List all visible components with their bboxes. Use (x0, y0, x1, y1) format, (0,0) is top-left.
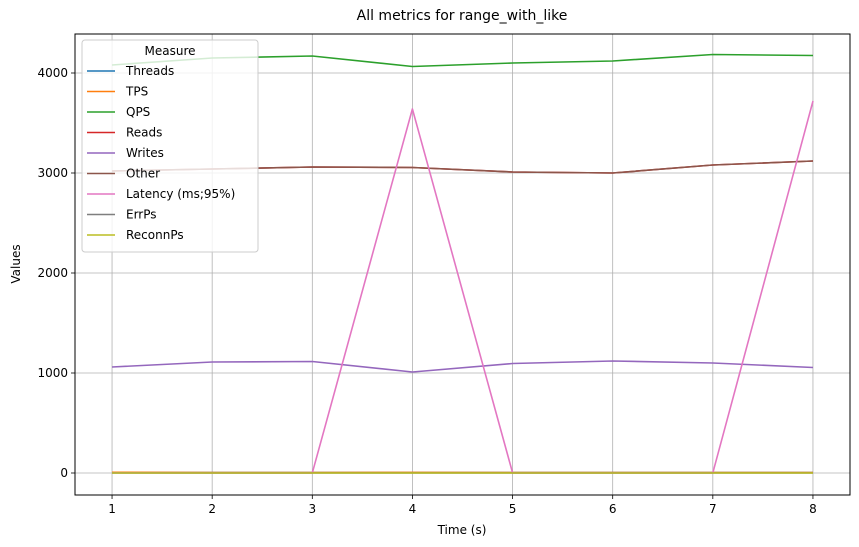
series-line-writes (111, 360, 814, 373)
legend-label-latency-ms-95: Latency (ms;95%) (126, 187, 235, 201)
x-tick-label: 8 (809, 502, 817, 516)
y-tick-label: 2000 (37, 266, 68, 280)
y-tick-label: 3000 (37, 166, 68, 180)
x-tick-label: 2 (208, 502, 216, 516)
y-tick-label: 4000 (37, 66, 68, 80)
legend-label-reads: Reads (126, 126, 162, 140)
legend-label-reconnps: ReconnPs (126, 228, 184, 242)
x-tick-label: 1 (108, 502, 116, 516)
legend-label-threads: Threads (125, 64, 174, 78)
legend-label-errps: ErrPs (126, 208, 157, 222)
legend-label-qps: QPS (126, 105, 150, 119)
x-tick-label: 3 (308, 502, 316, 516)
x-tick-label: 7 (709, 502, 717, 516)
legend-box (81, 39, 259, 253)
x-tick-label: 4 (409, 502, 417, 516)
legend-label-writes: Writes (126, 146, 164, 160)
legend-label-other: Other (126, 167, 160, 181)
x-axis-title: Time (s) (437, 523, 487, 537)
legend: Measure Threads TPS QPS Reads Writes Other Lat… (81, 39, 259, 253)
legend-label-tps: TPS (125, 85, 148, 99)
x-tick-label: 6 (609, 502, 617, 516)
plot-frame (74, 33, 851, 496)
x-tick-label: 5 (509, 502, 517, 516)
chart-title: All metrics for range_with_like (357, 8, 568, 24)
y-tick-label: 0 (60, 466, 68, 480)
y-axis: 0 1000 2000 3000 4000 (37, 66, 75, 480)
x-axis: 1 2 3 4 5 6 7 8 (108, 495, 817, 516)
legend-title: Measure (145, 44, 196, 58)
y-tick-label: 1000 (37, 366, 68, 380)
y-axis-title: Values (9, 244, 23, 283)
